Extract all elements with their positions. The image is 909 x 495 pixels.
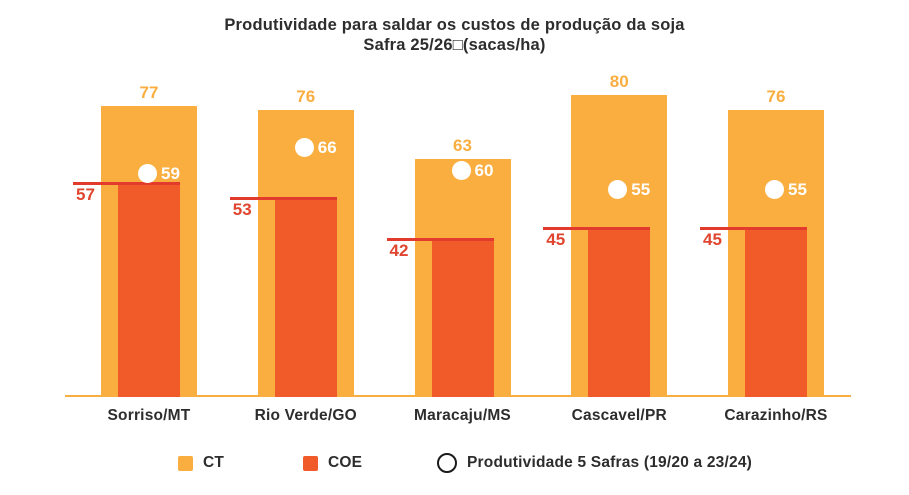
coe-threshold-line: [386, 238, 494, 242]
coe-value-label: 53: [232, 199, 252, 219]
ct-value-label: 80: [609, 71, 629, 91]
legend-label-coe: COE: [328, 454, 363, 471]
legend-item-ct: CT: [178, 451, 224, 475]
coe-bar: [588, 226, 651, 397]
coe-bar: [745, 226, 807, 397]
ct-value-label: 77: [139, 82, 159, 102]
circle-marker-icon: [437, 453, 457, 473]
ct-swatch-icon: [178, 455, 193, 471]
coe-bar: [431, 238, 494, 397]
productivity-value: 55: [631, 179, 651, 199]
productivity-dot-icon: [138, 164, 157, 184]
coe-bar: [118, 181, 180, 397]
category-label: Maracaju/MS: [414, 407, 511, 424]
productivity-value: 66: [317, 138, 337, 158]
category-label: Rio Verde/GO: [254, 407, 357, 424]
coe-threshold-line: [73, 181, 180, 185]
coe-bar: [274, 196, 337, 397]
productivity-marker: 55: [608, 179, 650, 199]
coe-value-label: 42: [389, 241, 409, 261]
chart-title: Produtividade para saldar os custos de p…: [224, 16, 685, 34]
legend-item-coe: COE: [303, 451, 362, 475]
legend-label-productivity: Produtividade 5 Safras (19/20 a 23/24): [467, 454, 753, 471]
legend-label-ct: CT: [203, 454, 225, 471]
title-block: Produtividade para saldar os custos de p…: [0, 15, 909, 55]
productivity-marker: 60: [451, 160, 494, 180]
productivity-marker: 55: [765, 179, 807, 199]
ct-value-label: 76: [296, 86, 316, 106]
productivity-dot-icon: [294, 138, 314, 158]
productivity-value: 60: [474, 160, 494, 180]
productivity-dot-icon: [765, 179, 784, 199]
coe-threshold-line: [700, 226, 807, 230]
ct-value-label: 63: [453, 135, 472, 155]
category-label: Sorriso/MT: [107, 407, 191, 424]
productivity-marker: 59: [138, 164, 180, 184]
productivity-marker: 66: [294, 138, 337, 158]
plot-area: 77 57 59 Sorriso/MT 76 53 66 Rio Verde/GO 63 42 60…: [65, 55, 851, 424]
category-label: Carazinho/RS: [724, 407, 828, 424]
coe-swatch-icon: [303, 455, 318, 471]
category-label: Cascavel/PR: [571, 407, 667, 424]
ct-value-label: 76: [766, 86, 786, 106]
coe-value-label: 57: [76, 184, 95, 204]
productivity-value: 55: [788, 179, 807, 199]
coe-value-label: 45: [703, 229, 722, 249]
coe-value-label: 45: [546, 229, 566, 249]
productivity-dot-icon: [608, 179, 628, 199]
legend-item-productivity: Produtividade 5 Safras (19/20 a 23/24): [437, 451, 752, 475]
coe-threshold-line: [543, 226, 651, 230]
productivity-dot-icon: [451, 160, 471, 180]
coe-threshold-line: [229, 196, 337, 200]
chart-subtitle: Safra 25/26□(sacas/ha): [363, 36, 546, 54]
productivity-value: 59: [161, 164, 180, 184]
